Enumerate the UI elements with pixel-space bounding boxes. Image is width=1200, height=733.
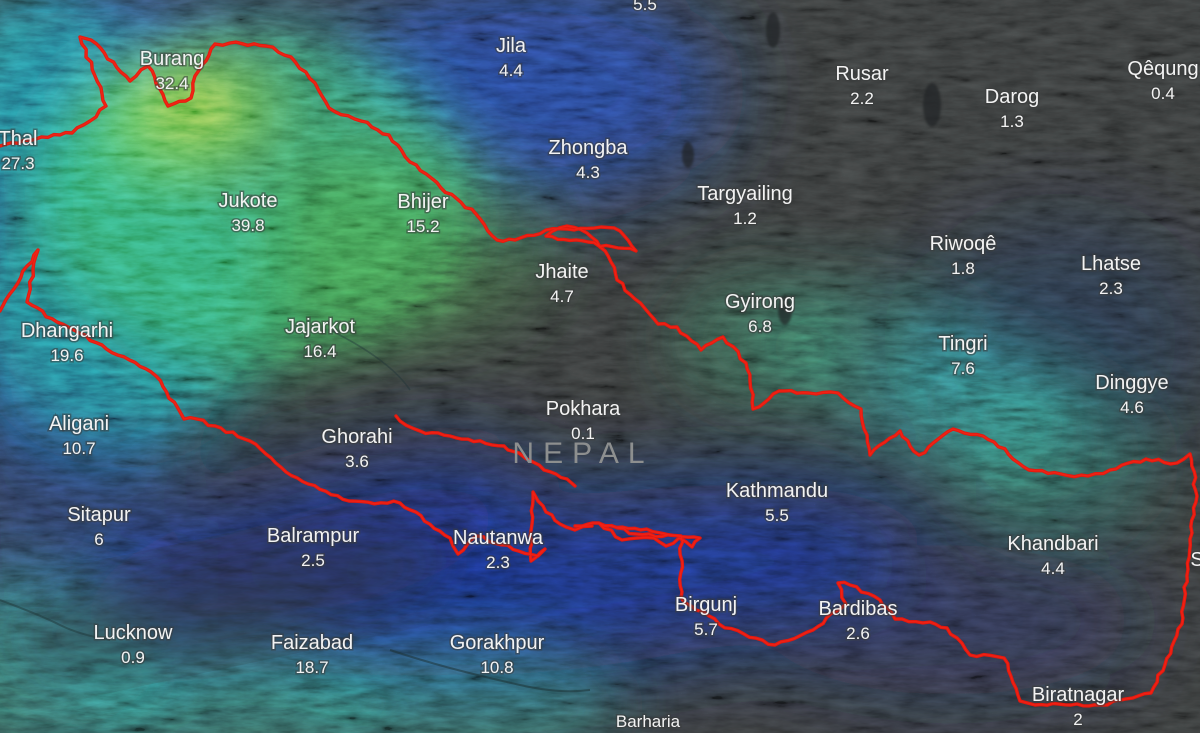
svg-text:Ghorahi: Ghorahi (321, 426, 392, 448)
svg-text:S: S (1190, 549, 1200, 571)
svg-text:Sitapur: Sitapur (67, 504, 131, 526)
svg-text:Faizabad: Faizabad (271, 632, 353, 654)
svg-text:0.4: 0.4 (1151, 84, 1175, 103)
svg-text:6.8: 6.8 (748, 317, 772, 336)
svg-text:Lhatse: Lhatse (1081, 253, 1141, 275)
svg-text:Nautanwa: Nautanwa (453, 527, 544, 549)
svg-text:Gyirong: Gyirong (725, 291, 795, 313)
svg-text:Jhaite: Jhaite (535, 261, 588, 283)
svg-text:Darog: Darog (985, 86, 1039, 108)
svg-text:32.4: 32.4 (155, 74, 188, 93)
svg-text:Dinggye: Dinggye (1095, 372, 1168, 394)
svg-text:2.5: 2.5 (301, 551, 325, 570)
svg-text:Balrampur: Balrampur (267, 525, 360, 547)
svg-text:15.2: 15.2 (406, 217, 439, 236)
svg-text:Lucknow: Lucknow (94, 622, 173, 644)
svg-text:2.6: 2.6 (846, 624, 870, 643)
svg-text:2.3: 2.3 (1099, 279, 1123, 298)
svg-text:7.6: 7.6 (951, 359, 975, 378)
svg-text:NEPAL: NEPAL (512, 437, 653, 470)
svg-text:Targyailing: Targyailing (697, 183, 793, 205)
svg-text:Zhongba: Zhongba (549, 137, 629, 159)
svg-text:Jukote: Jukote (219, 190, 278, 212)
svg-text:5.7: 5.7 (694, 620, 718, 639)
svg-text:Biratnagar: Biratnagar (1032, 684, 1125, 706)
svg-text:Thal: Thal (0, 128, 37, 150)
svg-text:Gorakhpur: Gorakhpur (450, 632, 545, 654)
svg-text:4.4: 4.4 (1041, 559, 1065, 578)
svg-text:Dhangarhi: Dhangarhi (21, 320, 113, 342)
svg-text:Aligani: Aligani (49, 413, 109, 435)
svg-text:3.6: 3.6 (345, 452, 369, 471)
svg-text:Jila: Jila (496, 35, 527, 57)
svg-text:Pokhara: Pokhara (546, 398, 621, 420)
svg-text:Qêqung: Qêqung (1127, 58, 1198, 80)
svg-text:Khandbari: Khandbari (1007, 533, 1098, 555)
svg-text:39.8: 39.8 (231, 216, 264, 235)
svg-text:Burang: Burang (140, 48, 205, 70)
svg-text:Tingri: Tingri (938, 333, 987, 355)
svg-text:18.7: 18.7 (295, 658, 328, 677)
svg-text:5.5: 5.5 (765, 506, 789, 525)
svg-text:27.3: 27.3 (1, 154, 34, 173)
svg-text:4.7: 4.7 (550, 287, 574, 306)
svg-text:Bardibas: Bardibas (819, 598, 898, 620)
svg-text:Birgunj: Birgunj (675, 594, 737, 616)
svg-text:5.5: 5.5 (633, 0, 657, 14)
svg-text:6: 6 (94, 530, 103, 549)
svg-text:Kathmandu: Kathmandu (726, 480, 828, 502)
svg-text:4.6: 4.6 (1120, 398, 1144, 417)
svg-text:Jajarkot: Jajarkot (285, 316, 355, 338)
svg-text:0.9: 0.9 (121, 648, 145, 667)
svg-text:Riwoqê: Riwoqê (930, 233, 997, 255)
svg-text:10.8: 10.8 (480, 658, 513, 677)
svg-text:Rusar: Rusar (835, 63, 889, 85)
svg-text:Bhijer: Bhijer (397, 191, 448, 213)
svg-text:1.8: 1.8 (951, 259, 975, 278)
svg-text:10.7: 10.7 (62, 439, 95, 458)
svg-text:2.2: 2.2 (850, 89, 874, 108)
svg-text:19.6: 19.6 (50, 346, 83, 365)
svg-text:Barharia: Barharia (616, 712, 681, 731)
svg-text:1.3: 1.3 (1000, 112, 1024, 131)
svg-text:2.3: 2.3 (486, 553, 510, 572)
svg-text:4.3: 4.3 (576, 163, 600, 182)
svg-text:16.4: 16.4 (303, 342, 336, 361)
svg-text:2: 2 (1073, 710, 1082, 729)
svg-text:1.2: 1.2 (733, 209, 757, 228)
svg-text:4.4: 4.4 (499, 61, 523, 80)
